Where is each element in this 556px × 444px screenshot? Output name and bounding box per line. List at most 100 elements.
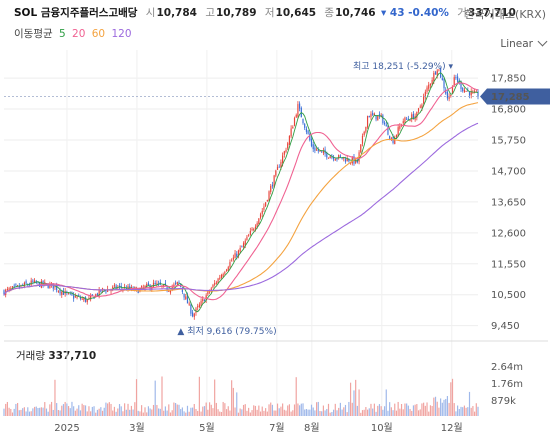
volume-bar xyxy=(355,379,357,416)
volume-bar xyxy=(416,404,418,416)
candle-body xyxy=(322,150,324,153)
candle-body xyxy=(361,135,364,144)
volume-bar xyxy=(404,403,406,416)
volume-bar xyxy=(69,408,71,416)
volume-bar xyxy=(71,401,73,416)
volume-bar xyxy=(44,402,46,416)
volume-bar xyxy=(344,404,347,416)
volume-bar xyxy=(144,407,146,416)
volume-bar xyxy=(103,407,105,416)
volume-bar xyxy=(338,407,340,416)
price-tick-label: 11,550 xyxy=(491,259,526,270)
volume-bar xyxy=(193,404,195,416)
candle-body xyxy=(207,290,209,295)
volume-bar xyxy=(146,412,148,416)
candle-body xyxy=(394,137,396,145)
volume-bar xyxy=(217,409,219,416)
volume-bar xyxy=(176,404,178,416)
candle-body xyxy=(338,154,340,159)
candle-body xyxy=(316,149,318,151)
candle-body xyxy=(163,284,165,287)
volume-bar xyxy=(122,411,124,416)
candle-body xyxy=(105,291,107,293)
candle-body xyxy=(91,294,93,296)
candle-body xyxy=(282,155,284,164)
candle-body xyxy=(470,91,472,96)
volume-bar xyxy=(385,389,387,416)
volume-bar xyxy=(409,408,411,416)
candle-body xyxy=(214,283,216,285)
candle-body xyxy=(390,138,392,140)
candle-body xyxy=(402,121,404,124)
candle-body xyxy=(212,284,214,288)
volume-bar xyxy=(151,409,153,416)
volume-bar xyxy=(310,404,313,416)
volume-bar xyxy=(156,404,158,416)
candle-body xyxy=(266,200,268,202)
time-tick-label: 8월 xyxy=(304,422,320,434)
candle-body xyxy=(450,94,452,97)
volume-bar xyxy=(212,408,214,416)
candle-body xyxy=(191,312,194,317)
candle-body xyxy=(118,285,121,287)
candle-body xyxy=(319,150,321,152)
candle-body xyxy=(380,114,382,116)
price-tick-label: 17,850 xyxy=(491,74,526,85)
volume-bar xyxy=(164,406,166,416)
volume-bar xyxy=(431,405,433,416)
volume-bar xyxy=(387,410,389,416)
candle-body xyxy=(399,125,401,129)
candle-body xyxy=(271,184,274,187)
candle-body xyxy=(428,84,430,89)
volume-bar xyxy=(37,408,39,416)
candle-body xyxy=(174,282,177,284)
candle-body xyxy=(83,297,85,301)
candle-body xyxy=(409,120,411,122)
candle-body xyxy=(341,157,343,159)
volume-bar xyxy=(451,378,454,416)
candle-body xyxy=(411,114,413,120)
candle-body xyxy=(377,115,379,121)
volume-bar xyxy=(475,403,477,416)
scale-selector[interactable]: Linear xyxy=(500,36,548,50)
volume-bar xyxy=(208,402,211,416)
candle-body xyxy=(297,104,299,117)
volume-bar xyxy=(15,403,17,416)
moving-average-legend[interactable]: 이동평균 5 20 60 120 xyxy=(14,26,132,41)
volume-bar xyxy=(171,410,173,416)
volume-bar xyxy=(417,410,420,416)
volume-bar xyxy=(178,404,180,416)
volume-bar xyxy=(453,403,455,416)
candle-body xyxy=(149,284,151,289)
volume-bar xyxy=(225,409,228,416)
volume-bar xyxy=(254,405,257,416)
candle-body xyxy=(397,127,399,137)
volume-bar xyxy=(382,409,384,416)
candle-body xyxy=(205,295,207,301)
volume-bar xyxy=(66,403,68,416)
high-annotation: 최고 18,251 (-5.29%) ▾ xyxy=(353,61,453,72)
volume-bar xyxy=(474,411,476,416)
candle-body xyxy=(287,143,289,149)
volume-bar xyxy=(356,405,358,416)
candle-body xyxy=(15,284,17,286)
volume-bar xyxy=(95,412,97,416)
candle-body xyxy=(161,285,163,287)
candle-body xyxy=(423,96,425,104)
volume-bar xyxy=(282,403,284,416)
price-tick-label: 9,450 xyxy=(491,321,520,332)
volume-bar xyxy=(465,407,467,416)
last-price-label: 17,285 xyxy=(491,92,530,103)
volume-bar xyxy=(224,403,226,416)
quote-header: SOL 금융지주플러스고배당 시10,784 고10,789 저10,645 종… xyxy=(14,5,516,20)
volume-bar xyxy=(188,411,190,416)
volume-bar xyxy=(434,396,437,416)
price-tick-label: 16,800 xyxy=(491,105,526,116)
volume-bar xyxy=(158,408,160,416)
candle-body xyxy=(312,144,314,150)
ma120-label: 120 xyxy=(111,28,132,40)
volume-bar xyxy=(341,409,343,416)
candle-body xyxy=(283,151,285,155)
volume-bar xyxy=(197,410,199,416)
